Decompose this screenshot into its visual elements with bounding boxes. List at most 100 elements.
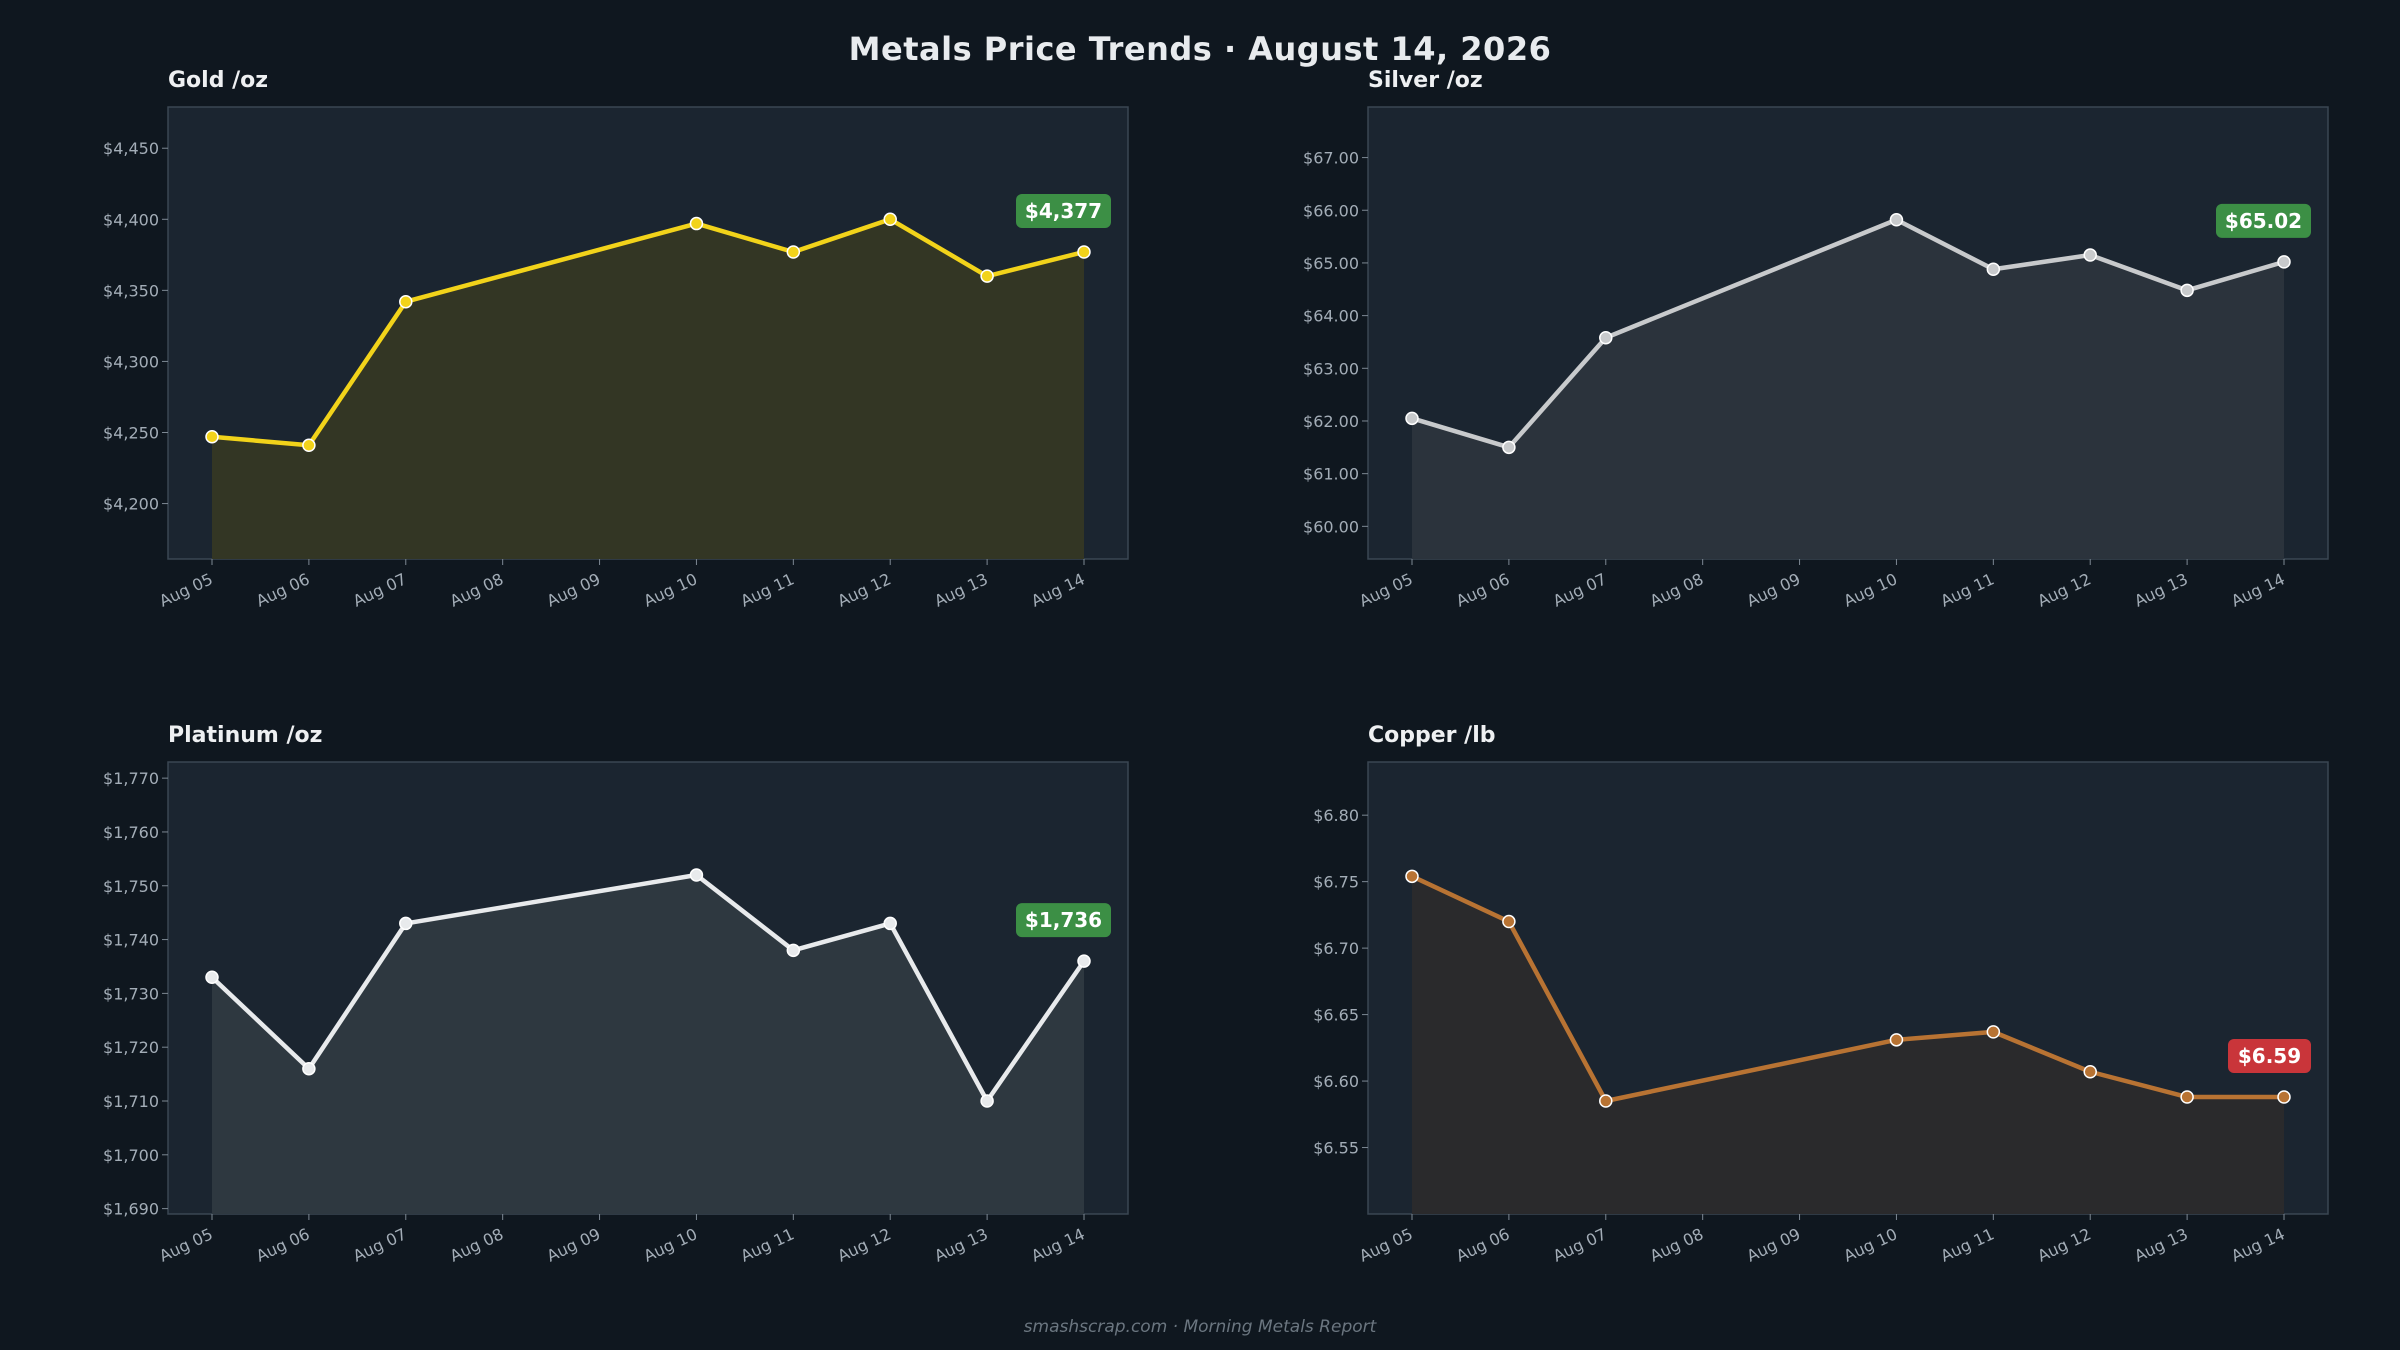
- platinum-ytick-label: $1,690: [103, 1200, 159, 1219]
- platinum-xtick-label: Aug 10: [641, 1224, 700, 1265]
- page-title: Metals Price Trends · August 14, 2026: [848, 30, 1552, 68]
- copper-point: [1599, 1094, 1613, 1108]
- gold-xtick-label: Aug 12: [835, 569, 894, 610]
- copper-xtick-label: Aug 05: [1356, 1224, 1415, 1265]
- platinum-point: [786, 943, 801, 958]
- gold-xtick-label: Aug 05: [156, 569, 215, 610]
- platinum-ytick-label: $1,700: [103, 1146, 159, 1165]
- gold-point: [205, 430, 219, 444]
- platinum-badge-bg: [1016, 903, 1111, 938]
- gold-xtick-label: Aug 13: [931, 569, 990, 610]
- gold-xtick-label: Aug 11: [738, 569, 797, 610]
- copper-xtick-label: Aug 13: [2131, 1224, 2190, 1265]
- silver-point: [1599, 330, 1613, 345]
- platinum-xtick-label: Aug 13: [931, 1224, 990, 1265]
- silver-series-line: [1409, 217, 2287, 450]
- silver-xtick-label: Aug 14: [2228, 569, 2287, 610]
- copper-ytick-label: $6.60: [1313, 1072, 1359, 1091]
- footer-credit: smashscrap.com · Morning Metals Report: [1023, 1317, 1377, 1337]
- silver-point: [2180, 283, 2194, 298]
- copper-ytick-label: $6.80: [1313, 806, 1359, 825]
- copper-point: [1405, 869, 1419, 884]
- copper-point: [1502, 914, 1516, 929]
- platinum-point: [980, 1094, 994, 1108]
- platinum-ytick-label: $1,740: [103, 931, 159, 950]
- silver-chart-title: Silver /oz: [1368, 68, 1483, 93]
- copper-point: [2180, 1090, 2194, 1104]
- silver-xtick-label: Aug 12: [2035, 569, 2094, 610]
- gold-price-badge: $4,377: [1016, 193, 1111, 228]
- silver-price-badge: $65.02: [2216, 203, 2311, 238]
- copper-badge-bg: [2228, 1039, 2311, 1074]
- gold-ytick-label: $4,200: [103, 495, 159, 514]
- copper-point: [2277, 1090, 2291, 1104]
- platinum-badge-label: $1,736: [1025, 908, 1102, 932]
- copper-point: [2083, 1065, 2097, 1079]
- gold-ytick-label: $4,250: [103, 423, 159, 442]
- gold-xtick-label: Aug 09: [544, 569, 603, 610]
- gold-xtick-label: Aug 08: [447, 569, 506, 610]
- copper-point: [1986, 1025, 2001, 1039]
- silver-badge-bg: [2216, 203, 2311, 238]
- platinum-point: [302, 1061, 316, 1076]
- gold-ytick-label: $4,350: [103, 281, 159, 300]
- platinum-point: [205, 970, 219, 984]
- gold-xtick-label: Aug 07: [350, 569, 409, 610]
- platinum-ytick-label: $1,760: [103, 823, 159, 842]
- silver-xtick-label: Aug 10: [1841, 569, 1900, 610]
- silver-point: [1889, 212, 1904, 227]
- silver-xtick-label: Aug 09: [1744, 569, 1803, 610]
- gold-chart-title: Gold /oz: [168, 68, 268, 93]
- platinum-point: [689, 868, 704, 882]
- silver-ytick-label: $60.00: [1303, 517, 1359, 536]
- copper-price-badge: $6.59: [2228, 1039, 2311, 1074]
- gold-chart: Gold /oz $4,200 $4,250 $4,300 $4,350 $4,400 $4…: [103, 68, 1129, 611]
- silver-xtick-label: Aug 11: [1938, 569, 1997, 610]
- platinum-point: [883, 916, 897, 931]
- silver-xtick-label: Aug 07: [1550, 569, 1609, 610]
- gold-ytick-label: $4,300: [103, 352, 159, 371]
- copper-xtick-label: Aug 14: [2228, 1224, 2287, 1265]
- gold-xtick-label: Aug 14: [1028, 569, 1087, 610]
- gold-point: [786, 245, 801, 259]
- copper-area-fill: [1412, 876, 2284, 1214]
- gold-area-fill: [212, 219, 1084, 559]
- gold-point: [302, 438, 316, 453]
- platinum-xtick-label: Aug 11: [738, 1224, 797, 1265]
- copper-xtick-label: Aug 09: [1744, 1224, 1803, 1265]
- silver-xtick-label: Aug 06: [1453, 569, 1512, 610]
- silver-ytick-label: $66.00: [1303, 201, 1359, 220]
- silver-ytick-label: $63.00: [1303, 359, 1359, 378]
- platinum-ytick-label: $1,770: [103, 769, 159, 788]
- gold-ytick-label: $4,400: [103, 210, 159, 229]
- platinum-xtick-label: Aug 09: [544, 1224, 603, 1265]
- copper-series-line: [1409, 874, 2287, 1104]
- platinum-area-fill: [212, 875, 1084, 1214]
- silver-point: [2277, 255, 2291, 269]
- platinum-chart-title: Platinum /oz: [168, 723, 322, 748]
- gold-point: [689, 216, 704, 231]
- copper-xtick-label: Aug 11: [1938, 1224, 1997, 1265]
- copper-badge-label: $6.59: [2238, 1044, 2301, 1068]
- silver-xtick-label: Aug 08: [1647, 569, 1706, 610]
- gold-ytick-label: $4,450: [103, 139, 159, 158]
- gold-point: [399, 294, 413, 309]
- gold-point: [980, 269, 994, 283]
- silver-ytick-label: $67.00: [1303, 149, 1359, 168]
- gold-xtick-label: Aug 10: [641, 569, 700, 610]
- platinum-ytick-label: $1,720: [103, 1038, 159, 1057]
- gold-badge-label: $4,377: [1025, 199, 1102, 223]
- platinum-series-line: [209, 872, 1087, 1104]
- platinum-xtick-label: Aug 12: [835, 1224, 894, 1265]
- platinum-price-badge: $1,736: [1016, 903, 1111, 938]
- copper-xtick-label: Aug 06: [1453, 1224, 1512, 1265]
- silver-ytick-label: $61.00: [1303, 465, 1359, 484]
- silver-area-fill: [1412, 219, 2284, 559]
- platinum-point: [1077, 954, 1091, 968]
- copper-ytick-label: $6.70: [1313, 939, 1359, 958]
- silver-xtick-label: Aug 13: [2131, 569, 2190, 610]
- silver-xtick-label: Aug 05: [1356, 569, 1415, 610]
- platinum-chart: Platinum /oz $1,690 $1,700 $1,710 $1,720 $1,7…: [103, 723, 1129, 1266]
- copper-ytick-label: $6.75: [1313, 873, 1359, 892]
